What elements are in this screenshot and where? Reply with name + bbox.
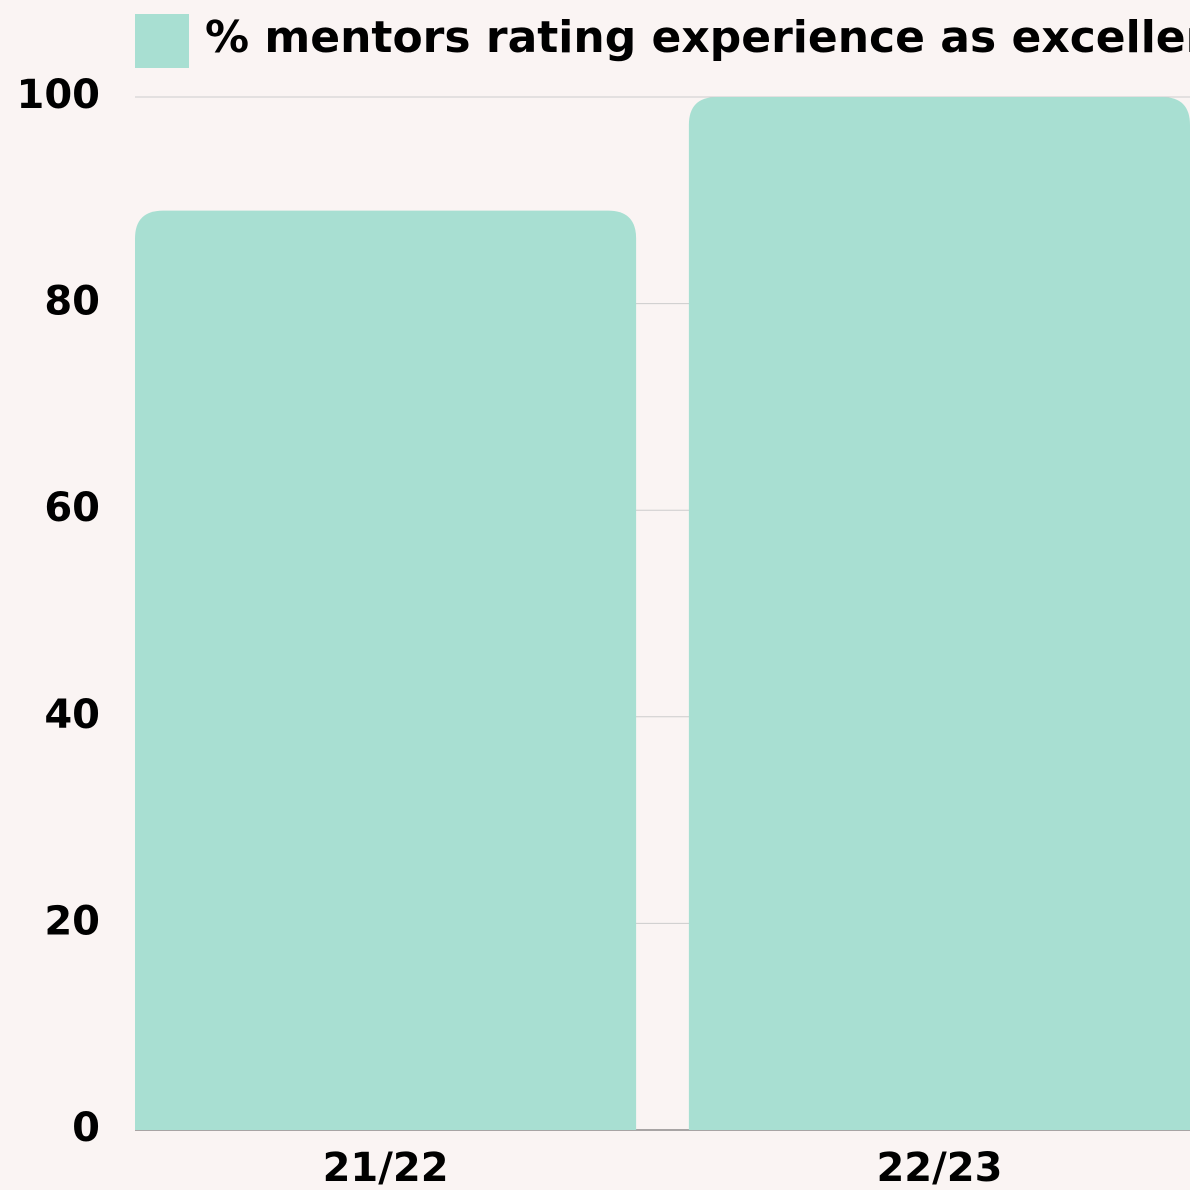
y-tick-label: 80 (44, 279, 100, 325)
y-tick-label: 60 (44, 485, 100, 531)
y-tick-label: 20 (44, 898, 100, 944)
legend-swatch (135, 14, 189, 68)
y-tick-label: 0 (72, 1105, 100, 1151)
bar (135, 210, 637, 1130)
y-tick-label: 100 (17, 72, 101, 118)
x-tick-label: 22/23 (876, 1145, 1002, 1190)
bar (688, 97, 1190, 1130)
x-tick-label: 21/22 (323, 1145, 449, 1190)
legend-label: % mentors rating experience as excellent (205, 12, 1190, 63)
y-tick-label: 40 (44, 692, 100, 738)
